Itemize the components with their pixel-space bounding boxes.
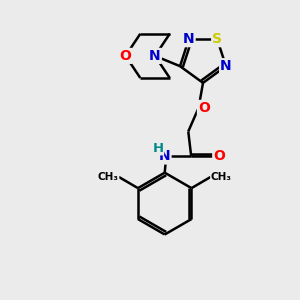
Text: N: N — [220, 59, 232, 73]
Text: O: O — [120, 49, 131, 63]
Text: N: N — [183, 32, 195, 46]
Text: H: H — [152, 142, 164, 155]
Text: O: O — [213, 149, 225, 164]
Text: S: S — [212, 32, 222, 46]
Text: CH₃: CH₃ — [211, 172, 232, 182]
Text: N: N — [149, 49, 161, 63]
Text: N: N — [159, 149, 170, 164]
Text: O: O — [198, 101, 210, 115]
Text: CH₃: CH₃ — [98, 172, 119, 182]
